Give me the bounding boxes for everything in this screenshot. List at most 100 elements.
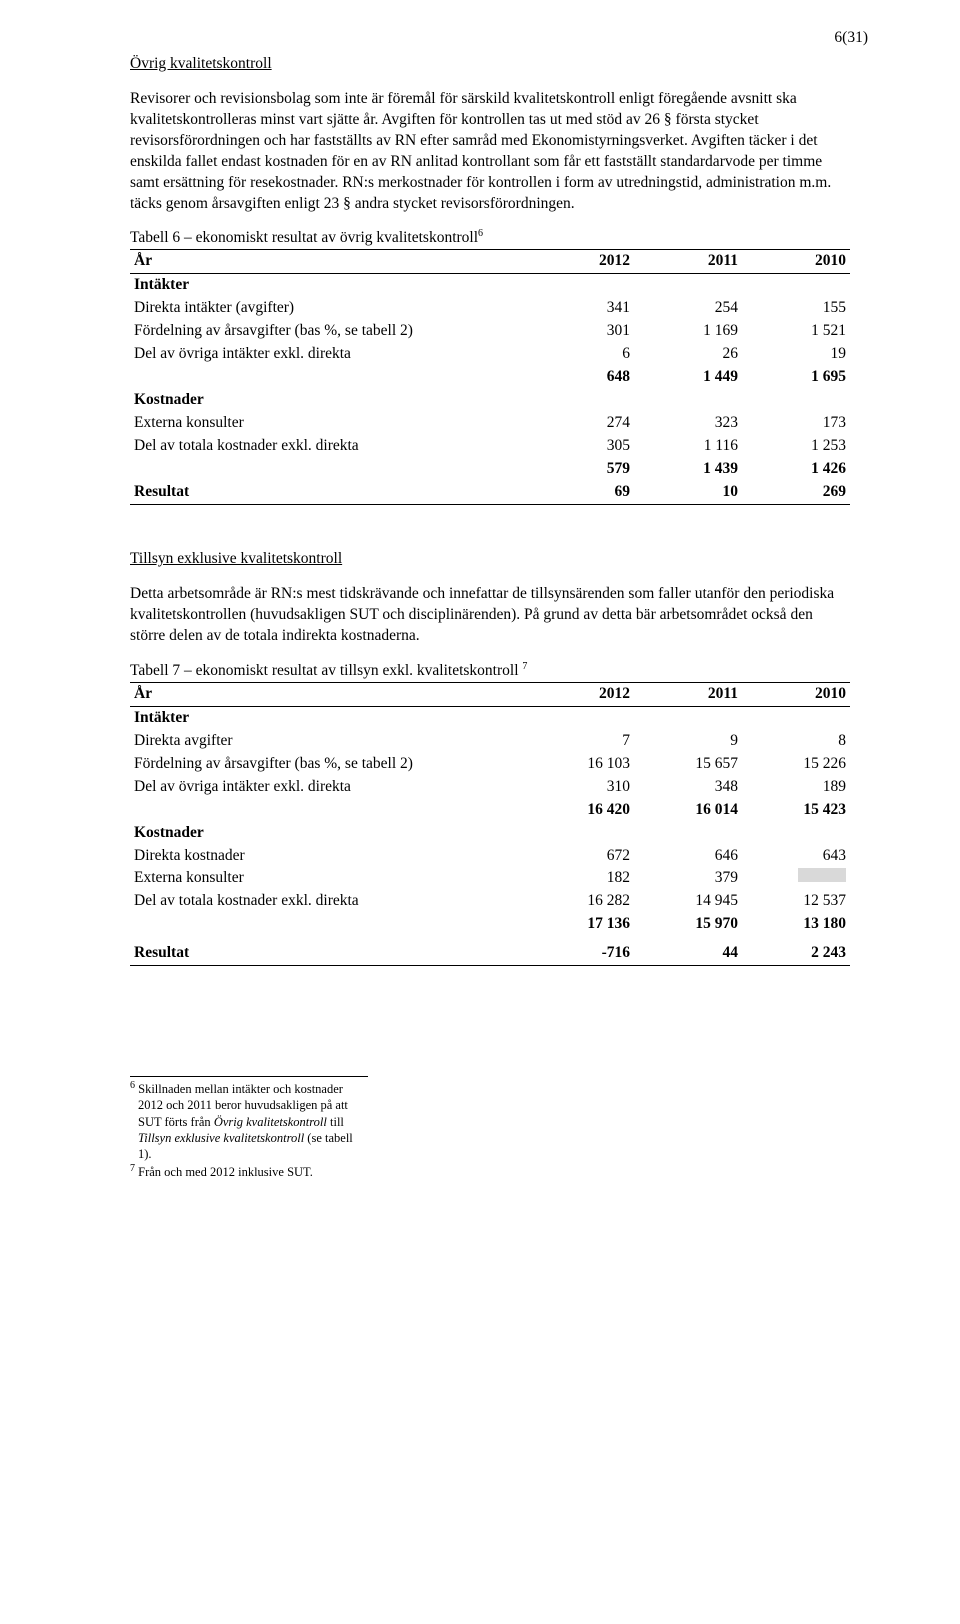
table7-row-c4: 8 xyxy=(742,730,850,753)
table7-row-label xyxy=(130,913,526,936)
table7-row: Direkta kostnader672646643 xyxy=(130,845,850,868)
table7-row-c4 xyxy=(742,867,850,890)
table6-row: Externa konsulter274323173 xyxy=(130,412,850,435)
table6-row-c2: 69 xyxy=(526,481,634,504)
table6-row-c3: 1 439 xyxy=(634,458,742,481)
section1-title: Övrig kvalitetskontroll xyxy=(130,54,850,75)
table7-row: Resultat-716442 243 xyxy=(130,942,850,965)
table7-hdr-year: År xyxy=(130,683,526,707)
table6-row-label xyxy=(130,458,526,481)
table6-caption-text: Tabell 6 – ekonomiskt resultat av övrig … xyxy=(130,229,478,246)
table6-row-label: Kostnader xyxy=(130,389,526,412)
table7-row-c2: 16 420 xyxy=(526,799,634,822)
footnote-7-text: Från och med 2012 inklusive SUT. xyxy=(135,1165,313,1179)
table6-row-c4: 1 521 xyxy=(742,320,850,343)
table7-row-label: Externa konsulter xyxy=(130,867,526,890)
table7: År 2012 2011 2010 IntäkterDirekta avgift… xyxy=(130,682,850,966)
table7-row-label: Direkta kostnader xyxy=(130,845,526,868)
table6-row-label: Del av totala kostnader exkl. direkta xyxy=(130,435,526,458)
table7-row-c2: 310 xyxy=(526,776,634,799)
table7-row-label: Del av totala kostnader exkl. direkta xyxy=(130,890,526,913)
table7-row-c4: 643 xyxy=(742,845,850,868)
table6-row-c3: 254 xyxy=(634,297,742,320)
table6-caption: Tabell 6 – ekonomiskt resultat av övrig … xyxy=(130,228,850,249)
table7-row: 17 13615 97013 180 xyxy=(130,913,850,936)
table6-row-label: Fördelning av årsavgifter (bas %, se tab… xyxy=(130,320,526,343)
table6-row: Del av övriga intäkter exkl. direkta6261… xyxy=(130,343,850,366)
table7-row-c3: 16 014 xyxy=(634,799,742,822)
table7-row-c2: -716 xyxy=(526,942,634,965)
table6-row-c4: 269 xyxy=(742,481,850,504)
table6-row-c2: 648 xyxy=(526,366,634,389)
footnote-6: 6 Skillnaden mellan intäkter och kostnad… xyxy=(130,1081,368,1162)
table7-row: Fördelning av årsavgifter (bas %, se tab… xyxy=(130,753,850,776)
table6-row-c2: 274 xyxy=(526,412,634,435)
table6-row-c3 xyxy=(634,389,742,412)
section1-para1: Revisorer och revisionsbolag som inte är… xyxy=(130,89,850,215)
table6-row: 6481 4491 695 xyxy=(130,366,850,389)
table7-row-c3: 646 xyxy=(634,845,742,868)
gray-cell xyxy=(798,868,846,882)
table7-row-label xyxy=(130,799,526,822)
table7-row-c3 xyxy=(634,822,742,845)
table7-row-c4: 13 180 xyxy=(742,913,850,936)
table6-row-c2 xyxy=(526,389,634,412)
table7-row-c4: 2 243 xyxy=(742,942,850,965)
table6-row-c2: 341 xyxy=(526,297,634,320)
table6-row-c3: 1 116 xyxy=(634,435,742,458)
table6-row-c3: 10 xyxy=(634,481,742,504)
table7-row: Del av totala kostnader exkl. direkta16 … xyxy=(130,890,850,913)
table6-caption-sup: 6 xyxy=(478,228,483,239)
table7-row-label: Kostnader xyxy=(130,822,526,845)
table6-row-c3: 323 xyxy=(634,412,742,435)
table6-row-c4: 155 xyxy=(742,297,850,320)
table7-row-c2: 672 xyxy=(526,845,634,868)
table6-row-c2: 301 xyxy=(526,320,634,343)
table7-row: Externa konsulter182379 xyxy=(130,867,850,890)
table7-row-c3: 348 xyxy=(634,776,742,799)
table7-row-label: Del av övriga intäkter exkl. direkta xyxy=(130,776,526,799)
table7-row-label: Direkta avgifter xyxy=(130,730,526,753)
table7-row: Kostnader xyxy=(130,822,850,845)
table7-row-c2: 16 282 xyxy=(526,890,634,913)
table6-hdr-2010: 2010 xyxy=(742,250,850,274)
table7-row-c3: 379 xyxy=(634,867,742,890)
table6-row-label: Resultat xyxy=(130,481,526,504)
table6-hdr-2012: 2012 xyxy=(526,250,634,274)
table7-hdr-2012: 2012 xyxy=(526,683,634,707)
table6-row: Fördelning av årsavgifter (bas %, se tab… xyxy=(130,320,850,343)
table6-row: Resultat6910269 xyxy=(130,481,850,504)
table7-row-c4: 189 xyxy=(742,776,850,799)
table7-hdr-2010: 2010 xyxy=(742,683,850,707)
table6-row-c3: 1 449 xyxy=(634,366,742,389)
table6-row-c3: 1 169 xyxy=(634,320,742,343)
table6-row: 5791 4391 426 xyxy=(130,458,850,481)
table6-row-label: Externa konsulter xyxy=(130,412,526,435)
table6-row-c2: 6 xyxy=(526,343,634,366)
table7-row-c4: 15 226 xyxy=(742,753,850,776)
table6-row-c3 xyxy=(634,274,742,297)
table7-row: Intäkter xyxy=(130,706,850,729)
table6-row-label xyxy=(130,366,526,389)
table7-row-c2: 7 xyxy=(526,730,634,753)
table6-hdr-2011: 2011 xyxy=(634,250,742,274)
table6-row-label: Del av övriga intäkter exkl. direkta xyxy=(130,343,526,366)
table7-row-c3: 44 xyxy=(634,942,742,965)
table6-row-label: Direkta intäkter (avgifter) xyxy=(130,297,526,320)
table7-row: Del av övriga intäkter exkl. direkta3103… xyxy=(130,776,850,799)
table7-row-c2: 17 136 xyxy=(526,913,634,936)
footnote-6-b: till xyxy=(327,1115,344,1129)
table7-row-c2: 182 xyxy=(526,867,634,890)
table7-caption-text: Tabell 7 – ekonomiskt resultat av tillsy… xyxy=(130,662,522,679)
table7-row-label: Intäkter xyxy=(130,706,526,729)
table6-row-c3: 26 xyxy=(634,343,742,366)
table7-caption: Tabell 7 – ekonomiskt resultat av tillsy… xyxy=(130,661,850,682)
section2-title: Tillsyn exklusive kvalitetskontroll xyxy=(130,549,850,570)
table6-row-c2: 305 xyxy=(526,435,634,458)
table6-row: Kostnader xyxy=(130,389,850,412)
table7-row-c4: 15 423 xyxy=(742,799,850,822)
table7-row-c4: 12 537 xyxy=(742,890,850,913)
table6-row: Direkta intäkter (avgifter)341254155 xyxy=(130,297,850,320)
table6-row: Del av totala kostnader exkl. direkta305… xyxy=(130,435,850,458)
table6: År 2012 2011 2010 IntäkterDirekta intäkt… xyxy=(130,249,850,504)
